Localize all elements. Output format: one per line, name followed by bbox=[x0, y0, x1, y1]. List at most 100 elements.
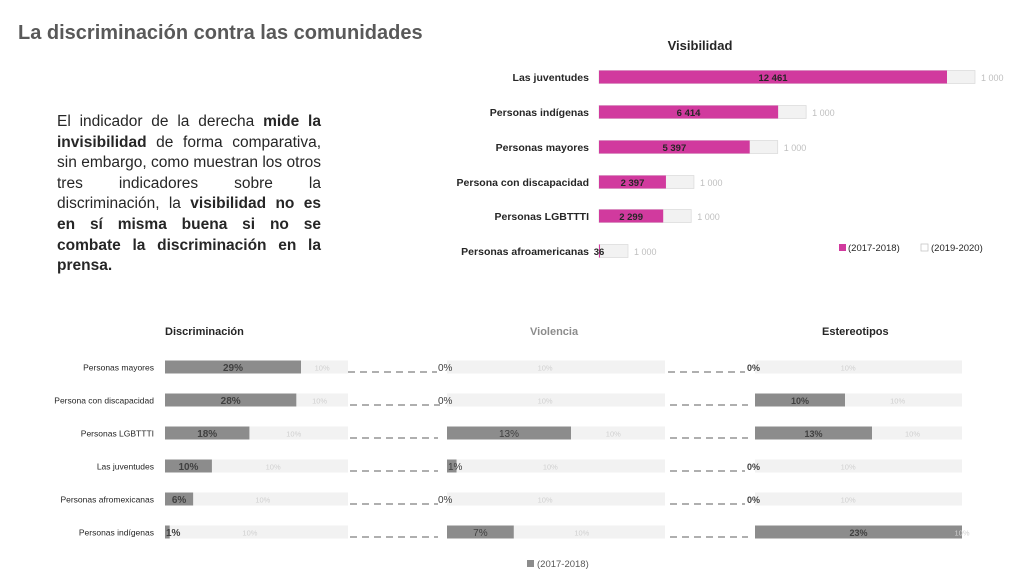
value-label-background: 10% bbox=[841, 463, 856, 472]
bottom-legend-label: (2017-2018) bbox=[537, 559, 589, 570]
visibilidad-value-label-2017: 2 299 bbox=[619, 212, 643, 223]
bar-background bbox=[165, 525, 348, 539]
bar-2017 bbox=[755, 393, 845, 407]
value-label-background: 10% bbox=[574, 529, 589, 538]
value-label-background: 10% bbox=[538, 397, 553, 406]
value-label-background: 10% bbox=[538, 364, 553, 373]
visibilidad-value-label-2017: 5 397 bbox=[662, 143, 686, 154]
bar-2017 bbox=[165, 426, 250, 440]
value-label-background: 10% bbox=[954, 529, 969, 538]
value-label-2017: 28% bbox=[221, 396, 241, 407]
category-label: Personas LGBTTTI bbox=[81, 429, 154, 439]
visibilidad-title: Visibilidad bbox=[668, 38, 733, 53]
paragraph-bold-2: visibilidad no es en sí misma buena si n… bbox=[57, 195, 321, 275]
visibilidad-bar-2017 bbox=[599, 244, 601, 258]
visibilidad-category-label: Personas mayores bbox=[496, 142, 590, 154]
value-label-background: 10% bbox=[841, 364, 856, 373]
bar-background bbox=[447, 459, 665, 473]
bar-2017 bbox=[755, 525, 962, 539]
bar-background bbox=[447, 492, 665, 506]
bar-background bbox=[755, 492, 962, 506]
bar-2017 bbox=[447, 426, 571, 440]
visibilidad-bar-2017 bbox=[599, 209, 664, 223]
value-label-2017: 10% bbox=[791, 396, 809, 406]
bar-background bbox=[755, 360, 962, 374]
value-label-2017: 23% bbox=[849, 528, 867, 538]
category-label: Personas afromexicanas bbox=[60, 495, 154, 505]
value-label-background: 10% bbox=[543, 463, 558, 472]
value-label-background: 10% bbox=[315, 364, 330, 373]
visibilidad-category-label: Las juventudes bbox=[513, 72, 590, 84]
category-label: Personas mayores bbox=[83, 363, 154, 373]
value-label-2017: 29% bbox=[223, 363, 243, 374]
visibilidad-value-label-2017: 12 461 bbox=[758, 73, 788, 84]
value-label-2017: 13% bbox=[804, 429, 822, 439]
paragraph-bold-1: mide la invisibilidad bbox=[57, 113, 321, 151]
value-label-2017: 0% bbox=[747, 462, 760, 472]
visibilidad-category-label: Personas indígenas bbox=[490, 107, 589, 119]
value-label-background: 10% bbox=[242, 529, 257, 538]
value-label-2017: 0% bbox=[438, 363, 453, 374]
visibilidad-value-label-2019: 1 000 bbox=[634, 247, 657, 257]
chart-title-discriminación: Discriminación bbox=[165, 326, 244, 338]
visibilidad-bar-2017 bbox=[599, 140, 750, 154]
bar-2017 bbox=[447, 459, 457, 473]
category-label: Las juventudes bbox=[97, 462, 154, 472]
bottom-legend-swatch bbox=[527, 560, 534, 567]
bar-background bbox=[755, 459, 962, 473]
value-label-2017: 7% bbox=[473, 528, 488, 539]
visibilidad-category-label: Personas afroamericanas bbox=[461, 246, 589, 258]
bar-2017 bbox=[165, 459, 212, 473]
chart-title-estereotipos: Estereotipos bbox=[822, 326, 889, 338]
value-label-2017: 18% bbox=[197, 429, 217, 440]
bar-background bbox=[447, 360, 665, 374]
value-label-background: 10% bbox=[841, 496, 856, 505]
visibilidad-value-label-2019: 1 000 bbox=[981, 73, 1004, 83]
legend-label-2017: (2017-2018) bbox=[848, 243, 900, 254]
visibilidad-value-label-2019: 1 000 bbox=[697, 212, 720, 222]
bar-background bbox=[165, 492, 348, 506]
bar-2017 bbox=[165, 492, 194, 506]
visibilidad-value-label-2019: 1 000 bbox=[812, 108, 835, 118]
value-label-2017: 13% bbox=[499, 429, 519, 440]
bar-2017 bbox=[165, 360, 301, 374]
visibilidad-value-label-2017: 2 397 bbox=[621, 178, 645, 189]
value-label-background: 10% bbox=[890, 397, 905, 406]
value-label-2017: 6% bbox=[172, 495, 187, 506]
value-label-background: 10% bbox=[255, 496, 270, 505]
visibilidad-bar-2017 bbox=[599, 175, 666, 189]
description-paragraph: El indicador de la derecha mide la invis… bbox=[57, 112, 321, 277]
category-label: Personas indígenas bbox=[79, 528, 154, 538]
visibilidad-bar-2017 bbox=[599, 105, 779, 119]
value-label-background: 10% bbox=[905, 430, 920, 439]
legend-swatch-2017 bbox=[839, 244, 846, 251]
legend-swatch-2019 bbox=[920, 243, 929, 252]
legend-label-2019: (2019-2020) bbox=[931, 243, 983, 254]
visibilidad-bar-2017 bbox=[599, 70, 947, 84]
value-label-2017: 1% bbox=[448, 462, 463, 473]
value-label-background: 10% bbox=[266, 463, 281, 472]
value-label-background: 10% bbox=[538, 496, 553, 505]
chart-title-violencia: Violencia bbox=[530, 326, 579, 338]
bar-2017 bbox=[447, 525, 514, 539]
visibilidad-value-label-2017: 6 414 bbox=[677, 108, 701, 119]
paragraph-text-1: El indicador de la derecha bbox=[57, 113, 264, 130]
value-label-background: 10% bbox=[312, 397, 327, 406]
bar-2017 bbox=[755, 426, 872, 440]
slide-title: La discriminación contra las comunidades bbox=[18, 22, 423, 44]
paragraph-text-2: de forma comparativa, sin embargo, como … bbox=[57, 133, 321, 213]
bar-background bbox=[447, 393, 665, 407]
value-label-2017: 0% bbox=[438, 396, 453, 407]
bar-2017 bbox=[165, 393, 297, 407]
visibilidad-value-label-2019: 1 000 bbox=[700, 178, 723, 188]
visibilidad-value-label-2017: 36 bbox=[594, 247, 605, 258]
value-label-2017: 0% bbox=[747, 363, 760, 373]
value-label-background: 10% bbox=[286, 430, 301, 439]
value-label-2017: 0% bbox=[747, 495, 760, 505]
bar-2017 bbox=[165, 525, 170, 539]
category-label: Persona con discapacidad bbox=[54, 396, 154, 406]
value-label-2017: 10% bbox=[178, 462, 198, 473]
value-label-2017: 1% bbox=[166, 528, 181, 539]
visibilidad-value-label-2019: 1 000 bbox=[784, 143, 807, 153]
